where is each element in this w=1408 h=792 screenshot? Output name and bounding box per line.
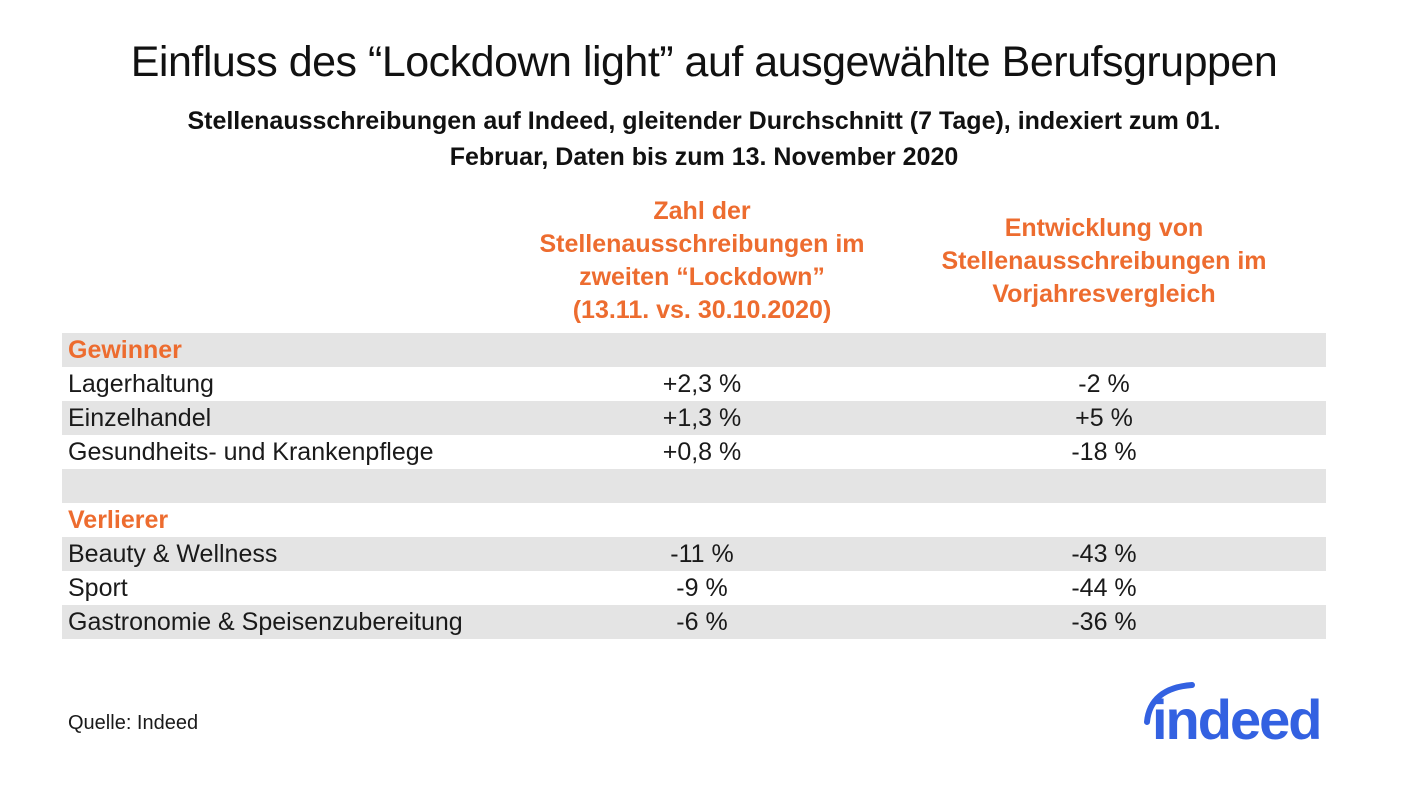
jobs-table: Gewinner Lagerhaltung +2,3 % -2 % Einzel…: [62, 333, 1326, 639]
table-row: Einzelhandel +1,3 % +5 %: [62, 401, 1326, 435]
table-row: Gastronomie & Speisenzubereitung -6 % -3…: [62, 605, 1326, 639]
row-label: Lagerhaltung: [68, 369, 214, 398]
row-label: Gesundheits- und Krankenpflege: [68, 437, 434, 466]
value-lockdown: -9 %: [676, 573, 728, 602]
value-yoy: -36 %: [1071, 607, 1137, 636]
value-yoy: -43 %: [1071, 539, 1137, 568]
value-lockdown: -11 %: [670, 539, 734, 568]
row-label: Sport: [68, 573, 128, 602]
source-note: Quelle: Indeed: [68, 712, 199, 734]
section-label: Verlierer: [68, 505, 169, 534]
subtitle-line-2: Februar, Daten bis zum 13. November 2020: [449, 143, 959, 171]
value-lockdown: +2,3 %: [662, 369, 742, 398]
column-headers: Zahl der Stellenausschreibungen im zweit…: [62, 190, 1326, 332]
row-label: Gastronomie & Speisenzubereitung: [68, 607, 463, 636]
value-yoy: -18 %: [1071, 437, 1137, 466]
value-yoy: -2 %: [1078, 369, 1130, 398]
column-header-yoy: Entwicklung von Stellenausschreibungen i…: [922, 212, 1326, 311]
column-header-yoy-line: Stellenausschreibungen im: [941, 246, 1267, 275]
column-header-lockdown: Zahl der Stellenausschreibungen im zweit…: [482, 195, 922, 327]
logo-text: indeed: [1152, 688, 1322, 751]
column-header-lockdown-line: Zahl der: [653, 197, 751, 225]
column-header-lockdown-line: (13.11. vs. 30.10.2020): [572, 296, 832, 324]
value-yoy: +5 %: [1075, 403, 1133, 432]
table-row: Lagerhaltung +2,3 % -2 %: [62, 367, 1326, 401]
page-title: Einfluss des “Lockdown light” auf ausgew…: [130, 38, 1278, 86]
section-label: Gewinner: [68, 335, 182, 364]
spacer-row: [62, 469, 1326, 503]
table-row: Sport -9 % -44 %: [62, 571, 1326, 605]
column-header-yoy-line: Vorjahresvergleich: [992, 279, 1216, 308]
column-header-lockdown-line: zweiten “Lockdown”: [579, 263, 825, 291]
table-row-gewinner: Gewinner: [62, 333, 1326, 367]
column-header-yoy-line: Entwicklung von: [1004, 213, 1204, 242]
value-lockdown: +0,8 %: [662, 437, 742, 466]
row-label: Einzelhandel: [68, 403, 212, 432]
table-row: Gesundheits- und Krankenpflege +0,8 % -1…: [62, 435, 1326, 469]
indeed-logo: indeed: [1140, 670, 1345, 762]
logo-swoosh-icon: [1144, 682, 1195, 725]
row-label: Beauty & Wellness: [68, 539, 278, 568]
table-row-verlierer: Verlierer: [62, 503, 1326, 537]
value-yoy: -44 %: [1071, 573, 1137, 602]
column-header-lockdown-line: Stellenausschreibungen im: [539, 230, 865, 258]
table-row: Beauty & Wellness -11 % -43 %: [62, 537, 1326, 571]
value-lockdown: +1,3 %: [662, 403, 742, 432]
subtitle-line-1: Stellenausschreibungen auf Indeed, gleit…: [187, 107, 1221, 135]
page-subtitle: Stellenausschreibungen auf Indeed, gleit…: [0, 103, 1408, 175]
value-lockdown: -6 %: [676, 607, 728, 636]
